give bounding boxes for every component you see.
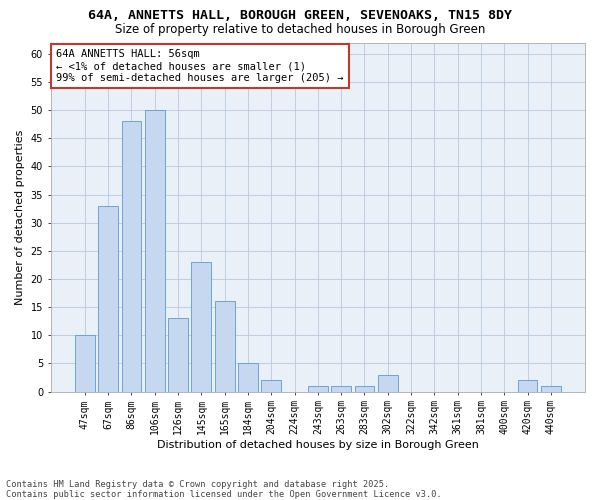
Bar bbox=[308, 386, 328, 392]
Bar bbox=[541, 386, 561, 392]
Text: Size of property relative to detached houses in Borough Green: Size of property relative to detached ho… bbox=[115, 22, 485, 36]
Bar bbox=[122, 122, 142, 392]
Bar bbox=[168, 318, 188, 392]
Y-axis label: Number of detached properties: Number of detached properties bbox=[15, 130, 25, 304]
X-axis label: Distribution of detached houses by size in Borough Green: Distribution of detached houses by size … bbox=[157, 440, 479, 450]
Bar bbox=[238, 364, 258, 392]
Bar bbox=[215, 302, 235, 392]
Text: Contains HM Land Registry data © Crown copyright and database right 2025.
Contai: Contains HM Land Registry data © Crown c… bbox=[6, 480, 442, 499]
Bar bbox=[331, 386, 351, 392]
Bar bbox=[145, 110, 164, 392]
Bar bbox=[98, 206, 118, 392]
Bar bbox=[262, 380, 281, 392]
Text: 64A ANNETTS HALL: 56sqm
← <1% of detached houses are smaller (1)
99% of semi-det: 64A ANNETTS HALL: 56sqm ← <1% of detache… bbox=[56, 50, 344, 82]
Text: 64A, ANNETTS HALL, BOROUGH GREEN, SEVENOAKS, TN15 8DY: 64A, ANNETTS HALL, BOROUGH GREEN, SEVENO… bbox=[88, 9, 512, 22]
Bar bbox=[378, 374, 398, 392]
Bar bbox=[191, 262, 211, 392]
Bar bbox=[355, 386, 374, 392]
Bar bbox=[518, 380, 538, 392]
Bar bbox=[75, 336, 95, 392]
